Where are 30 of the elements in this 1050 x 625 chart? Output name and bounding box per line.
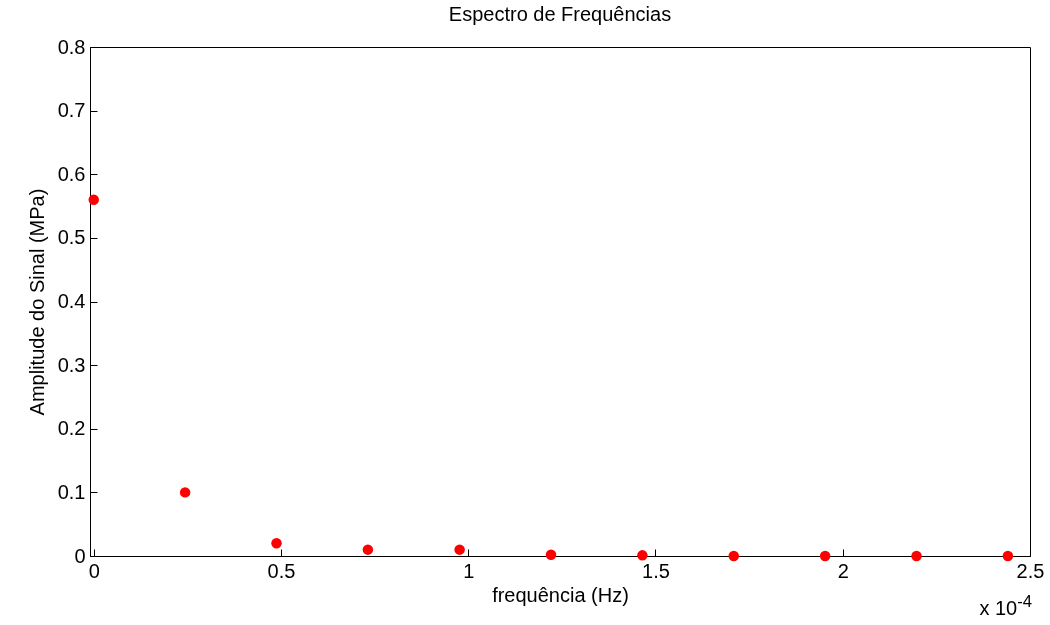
y-tick-label: 0.6 (57, 162, 86, 185)
chart-title: Espectro de Frequências (448, 3, 672, 25)
point (637, 550, 648, 561)
x-tick-label: 2 (837, 559, 849, 582)
point (819, 550, 831, 562)
point (1002, 550, 1014, 562)
x-tick-label: 0.5 (267, 559, 296, 582)
y-tick-label: 0.3 (57, 353, 86, 376)
y-tick-label: 0 (74, 544, 86, 567)
y-tick-label: 0.4 (57, 290, 86, 312)
x-tick-label: 0 (88, 559, 100, 582)
y-axis-title: Amplitude do Sinal (MPa) (25, 188, 48, 416)
y-tick-label: 0.1 (57, 480, 86, 503)
point (271, 538, 282, 549)
point (179, 487, 191, 498)
x-tick-label: 1 (463, 559, 475, 582)
text: x 10$^{-4}$ (979, 592, 1032, 620)
y-tick-label: 0.5 (57, 226, 86, 249)
point (454, 544, 465, 555)
point (728, 550, 740, 562)
y-tick-label: 0.2 (57, 417, 86, 440)
y-tick-label: 0.8 (57, 35, 86, 58)
x-axis-title: frequência (Hz) (492, 583, 629, 606)
x-tick-label: 2.5 (1016, 559, 1045, 582)
x-tick-label: 1.5 (642, 559, 670, 582)
point (362, 544, 374, 555)
point (911, 550, 922, 562)
point (545, 549, 557, 560)
point (88, 194, 99, 205)
y-tick-label: 0.7 (57, 99, 86, 122)
